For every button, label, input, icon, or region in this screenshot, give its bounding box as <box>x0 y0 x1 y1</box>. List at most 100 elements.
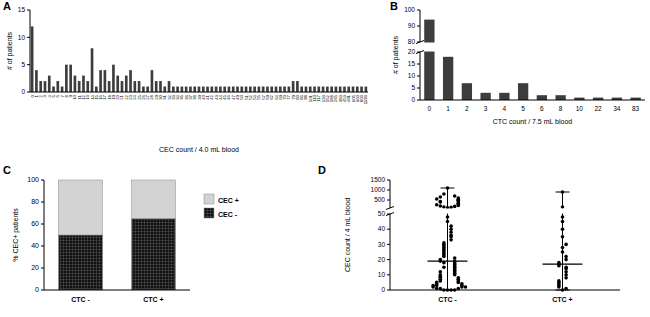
bar <box>245 87 248 92</box>
y-tick-label: 15 <box>18 6 26 13</box>
bar <box>31 26 34 92</box>
bar <box>283 87 286 92</box>
bar <box>309 87 312 92</box>
y-tick <box>387 290 390 291</box>
bar <box>159 81 162 92</box>
legend-label: CEC - <box>218 211 238 218</box>
bars <box>424 20 641 100</box>
y-tick <box>41 202 44 203</box>
point <box>564 243 568 247</box>
panel-label: C <box>3 164 11 176</box>
bar <box>112 65 115 92</box>
bar <box>253 87 256 92</box>
bar <box>95 87 98 92</box>
y-axis: 0102030405050010001500 <box>371 176 390 293</box>
y-axis-title: % CEC+ patients <box>12 208 20 262</box>
y-tick <box>41 290 44 291</box>
point <box>564 255 568 259</box>
y-axis: 051015 <box>18 6 30 95</box>
point <box>449 224 453 228</box>
bar <box>146 87 149 92</box>
point <box>439 204 443 208</box>
bar <box>65 65 68 92</box>
y-tick-label: 1000 <box>371 186 386 193</box>
bar <box>300 87 303 92</box>
y-tick <box>27 10 30 11</box>
bar-segment <box>59 235 103 290</box>
bar <box>82 76 85 92</box>
panel-label: D <box>318 164 326 176</box>
bar <box>206 87 209 92</box>
y-tick <box>417 100 420 101</box>
point <box>442 192 446 196</box>
point <box>435 281 439 285</box>
bar <box>129 70 132 92</box>
point <box>453 256 457 260</box>
bar <box>292 81 295 92</box>
y-tick-label: 0 <box>21 88 25 95</box>
x-tick-label: CTC - <box>71 296 90 303</box>
y-tick-label: 80 <box>408 38 416 45</box>
bar <box>236 87 239 92</box>
bars <box>31 26 367 92</box>
point <box>442 241 446 245</box>
bar <box>240 87 243 92</box>
bar <box>228 87 231 92</box>
bar <box>356 87 359 92</box>
bar-segment <box>59 180 103 235</box>
x-tick-label: 2 <box>465 105 469 112</box>
y-tick <box>41 224 44 225</box>
legend-label: CEC + <box>218 197 239 204</box>
bar <box>499 93 509 100</box>
bar <box>296 81 299 92</box>
bar <box>125 76 128 92</box>
bar <box>104 70 107 92</box>
bar <box>176 87 179 92</box>
y-tick-label: 50 <box>378 210 386 217</box>
y-tick <box>27 37 30 38</box>
bar <box>313 87 316 92</box>
bar <box>69 65 72 92</box>
y-tick <box>387 229 390 230</box>
y-tick-label: 5 <box>21 61 25 68</box>
bar <box>279 87 282 92</box>
bar <box>181 87 184 92</box>
y-tick <box>417 52 420 53</box>
point <box>460 282 464 286</box>
x-tick-label: CTC - <box>438 296 457 303</box>
y-tick-label: 20 <box>31 264 39 271</box>
y-tick-label: 40 <box>378 225 386 232</box>
bar <box>138 81 141 92</box>
point <box>453 194 457 198</box>
bar <box>86 81 89 92</box>
y-axis-line <box>390 214 391 290</box>
bar <box>258 87 261 92</box>
figure: A051015012345678910111213141516171819202… <box>0 0 650 317</box>
y-tick-label: 100 <box>404 6 415 13</box>
x-tick-label: 1 <box>446 105 450 112</box>
y-axis-line <box>390 180 391 208</box>
point <box>457 196 461 200</box>
y-axis-title: CEC count / 4 mL blood <box>344 198 351 272</box>
y-tick <box>417 10 420 11</box>
bar <box>480 93 490 100</box>
y-tick <box>41 180 44 181</box>
legend-swatch <box>204 208 214 218</box>
y-tick <box>417 42 420 43</box>
bar <box>163 87 166 92</box>
bar <box>443 57 453 100</box>
y-tick-label: 10 <box>408 72 416 79</box>
range-whisker <box>562 192 563 290</box>
y-tick <box>27 92 30 93</box>
bar <box>288 87 291 92</box>
y-tick-label: 20 <box>408 48 416 55</box>
range-whisker <box>447 188 448 290</box>
axis-break-gap <box>384 209 622 214</box>
point <box>439 200 443 204</box>
bar-texture <box>59 235 103 290</box>
bar <box>223 87 226 92</box>
y-tick-label: 90 <box>408 22 416 29</box>
bar-segment <box>132 219 176 291</box>
bar <box>39 81 42 92</box>
x-tick-label: 34 <box>613 105 621 112</box>
